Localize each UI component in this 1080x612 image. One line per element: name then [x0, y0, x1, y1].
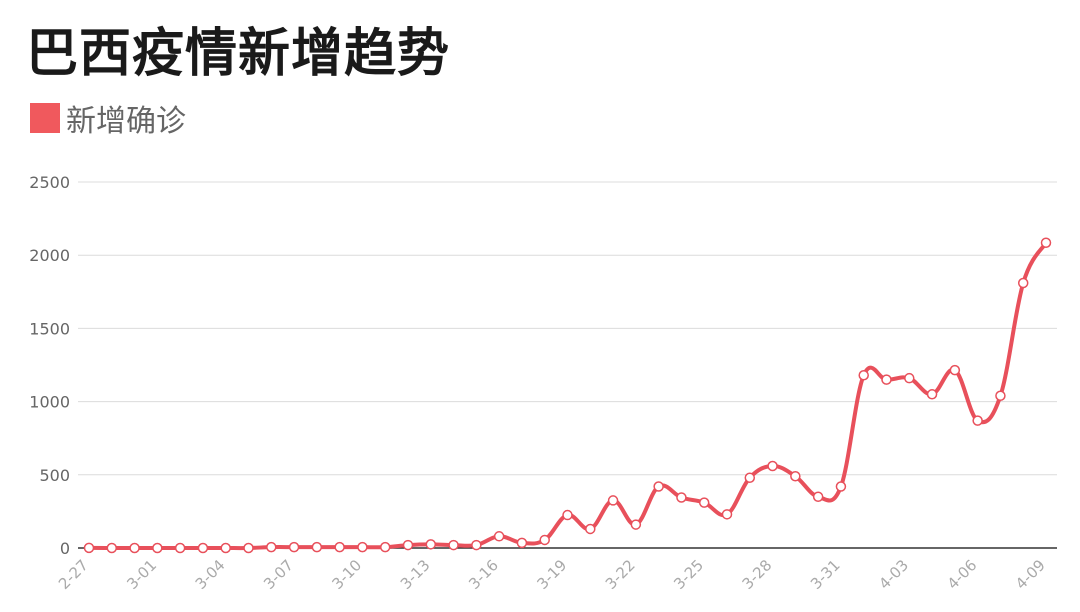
data-point[interactable] [425, 539, 437, 550]
data-point[interactable] [698, 497, 710, 508]
x-tick-label: 3-10 [328, 556, 365, 593]
x-tick-label: 3-25 [670, 556, 707, 593]
data-point[interactable] [676, 492, 687, 503]
x-tick-label: 3-22 [602, 556, 639, 593]
data-point[interactable] [744, 472, 756, 483]
data-point[interactable] [562, 509, 573, 521]
x-tick-label: 3-19 [534, 556, 571, 593]
data-point[interactable] [448, 539, 459, 551]
data-point[interactable] [129, 542, 140, 554]
y-tick-label: 1000 [29, 393, 70, 412]
y-tick-label: 1500 [29, 319, 70, 338]
data-point[interactable] [493, 531, 505, 542]
data-point[interactable] [288, 541, 300, 553]
data-point[interactable] [402, 539, 414, 551]
data-point[interactable] [767, 460, 778, 472]
data-point[interactable] [721, 509, 733, 520]
data-point[interactable] [152, 542, 163, 554]
data-point[interactable] [835, 481, 847, 492]
x-tick-label: 3-16 [465, 556, 502, 593]
data-point[interactable] [1040, 237, 1052, 249]
data-point[interactable] [995, 390, 1006, 401]
data-point[interactable] [926, 389, 938, 400]
data-point[interactable] [243, 542, 254, 554]
data-point[interactable] [197, 542, 209, 554]
y-tick-label: 2000 [29, 246, 70, 265]
data-point[interactable] [334, 541, 345, 553]
data-point[interactable] [972, 415, 983, 426]
y-tick-label: 2500 [29, 173, 70, 192]
x-tick-label: 3-31 [807, 556, 844, 593]
x-tick-label: 4-03 [875, 556, 912, 593]
data-point[interactable] [1017, 277, 1029, 289]
data-point[interactable] [904, 372, 915, 384]
data-point[interactable] [585, 523, 596, 535]
x-tick-label: 3-28 [739, 556, 776, 593]
data-point[interactable] [311, 541, 323, 553]
data-point[interactable] [812, 491, 824, 503]
x-tick-label: 3-01 [123, 556, 160, 593]
data-point[interactable] [653, 481, 664, 492]
data-point[interactable] [630, 519, 642, 530]
x-tick-label: 2-27 [55, 556, 92, 593]
y-tick-label: 0 [60, 539, 70, 558]
x-tick-label: 4-09 [1012, 556, 1049, 593]
data-point[interactable] [858, 369, 869, 381]
data-point[interactable] [539, 534, 550, 546]
y-tick-label: 500 [39, 466, 70, 485]
x-tick-label: 4-06 [944, 556, 981, 593]
x-tick-label: 3-04 [192, 556, 229, 593]
series-line [87, 240, 1048, 551]
data-point[interactable] [220, 542, 231, 554]
data-point[interactable] [949, 364, 961, 376]
data-point[interactable] [379, 541, 391, 553]
data-point[interactable] [790, 471, 801, 482]
data-point[interactable] [174, 542, 186, 554]
data-point[interactable] [357, 541, 368, 553]
data-point[interactable] [516, 537, 528, 549]
legend-label: 新增确诊 [66, 104, 186, 139]
data-point[interactable] [106, 542, 118, 554]
data-point[interactable] [881, 374, 892, 385]
data-point[interactable] [83, 542, 95, 554]
x-tick-label: 3-07 [260, 556, 297, 593]
data-point[interactable] [607, 495, 619, 506]
x-tick-label: 3-13 [397, 556, 434, 593]
data-point[interactable] [266, 541, 277, 553]
legend-swatch [30, 103, 60, 133]
data-point[interactable] [471, 539, 482, 551]
chart-legend[interactable]: 新增确诊 [30, 98, 186, 139]
page-title: 巴西疫情新增趋势 [26, 24, 451, 84]
